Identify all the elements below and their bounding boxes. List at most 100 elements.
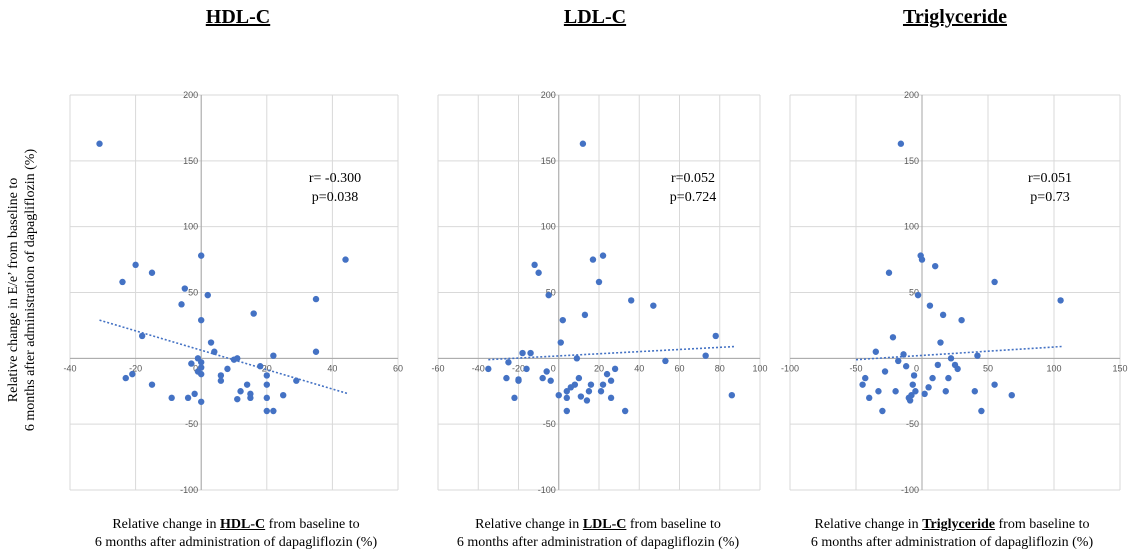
data-point <box>148 269 156 276</box>
data-point <box>547 377 554 384</box>
trendline <box>488 345 736 361</box>
data-point <box>559 316 566 324</box>
data-point <box>270 407 277 415</box>
data-point <box>621 407 629 415</box>
data-point <box>583 397 591 404</box>
data-point <box>96 140 103 147</box>
data-point <box>573 355 581 362</box>
data-point <box>945 374 952 382</box>
data-point <box>937 339 944 346</box>
scatter-panel-1: -40 -20 0 20 40 60 -100 -50 50 100 150 200 r= -0.300… <box>63 90 403 495</box>
x-tick-label: 40 <box>327 363 337 373</box>
data-point <box>539 374 546 382</box>
y-tick-label: -50 <box>906 419 919 429</box>
data-point <box>293 377 300 384</box>
data-point <box>958 316 965 324</box>
scatter-panel-3: -100 -50 0 50 100 150 -100 -50 50 100 150 200 r=0.05… <box>781 90 1128 495</box>
data-point <box>198 364 205 371</box>
x-tick-label: 100 <box>1046 363 1061 373</box>
data-point <box>579 140 587 147</box>
data-point <box>607 394 615 402</box>
data-point <box>974 352 981 359</box>
data-point <box>921 390 928 398</box>
x-axis-label-ldl: Relative change in LDL-C from baseline t… <box>456 517 740 550</box>
data-point <box>908 392 915 399</box>
data-point <box>879 407 886 415</box>
data-point <box>628 297 635 304</box>
data-point <box>234 355 241 362</box>
y-tick-label: -50 <box>185 419 198 429</box>
data-point <box>503 374 510 382</box>
data-point <box>523 365 530 373</box>
y-tick-label: -100 <box>180 485 198 495</box>
data-point <box>947 355 955 362</box>
data-point <box>932 262 939 270</box>
data-point <box>527 349 534 357</box>
data-point <box>599 381 607 388</box>
stat-r-value: r=0.052 <box>671 171 715 186</box>
x-tick-label: -100 <box>781 363 799 373</box>
x-tick-label: 40 <box>634 363 644 373</box>
data-point <box>892 388 899 395</box>
data-point <box>247 394 254 402</box>
data-point <box>866 394 873 402</box>
x-tick-label: 50 <box>983 363 993 373</box>
data-point <box>312 295 320 303</box>
y-tick-label: -100 <box>901 485 919 495</box>
panel-title-ldl: LDL-C <box>563 6 627 28</box>
y-tick-label: 50 <box>188 288 198 298</box>
data-point <box>122 374 129 382</box>
data-point <box>243 381 251 388</box>
x-tick-label: 0 <box>551 363 556 373</box>
data-point <box>184 394 192 402</box>
data-point <box>211 348 218 355</box>
data-point <box>563 407 570 415</box>
data-point <box>926 302 934 309</box>
data-point <box>912 388 919 395</box>
y-tick-label: -50 <box>543 419 556 429</box>
data-point <box>859 381 866 388</box>
data-point <box>909 381 916 388</box>
data-point <box>897 140 905 147</box>
data-point <box>270 352 277 359</box>
x-tick-label: -50 <box>849 363 862 373</box>
data-point <box>280 392 287 399</box>
data-point <box>881 368 889 375</box>
data-point <box>263 372 270 379</box>
panel-title-triglyceride: Triglyceride <box>902 6 1008 28</box>
data-point <box>595 278 603 286</box>
data-point <box>918 256 926 263</box>
x-tick-label: -60 <box>431 363 444 373</box>
data-point <box>119 278 126 286</box>
data-point <box>929 374 936 382</box>
data-point <box>312 348 320 355</box>
stat-p-value: p=0.73 <box>1030 190 1069 205</box>
data-point <box>728 392 736 399</box>
data-point <box>511 394 518 402</box>
x-axis-variable-triglyceride: Triglyceride <box>922 517 996 532</box>
data-point <box>485 365 492 373</box>
data-point <box>129 370 136 378</box>
x-tick-label: -40 <box>63 363 76 373</box>
data-point <box>934 361 942 369</box>
data-point <box>531 261 538 269</box>
data-point <box>862 374 869 382</box>
data-point <box>585 388 593 395</box>
data-point <box>587 381 595 388</box>
data-point <box>198 359 205 366</box>
data-point <box>198 316 205 324</box>
x-axis-variable-hdl: HDL-C <box>220 517 266 532</box>
data-point <box>662 357 669 365</box>
x-tick-label: -40 <box>472 363 485 373</box>
data-point <box>991 278 998 286</box>
x-tick-label: 20 <box>262 363 272 373</box>
data-point <box>132 261 139 269</box>
x-tick-label: 0 <box>914 363 919 373</box>
data-point <box>577 393 585 400</box>
stat-p-value: p=0.038 <box>312 190 358 205</box>
data-point <box>1008 392 1015 399</box>
data-point <box>263 381 270 388</box>
x-axis-label-hdl: Relative change in HDL-C from baseline t… <box>94 517 378 550</box>
data-point <box>575 374 583 382</box>
